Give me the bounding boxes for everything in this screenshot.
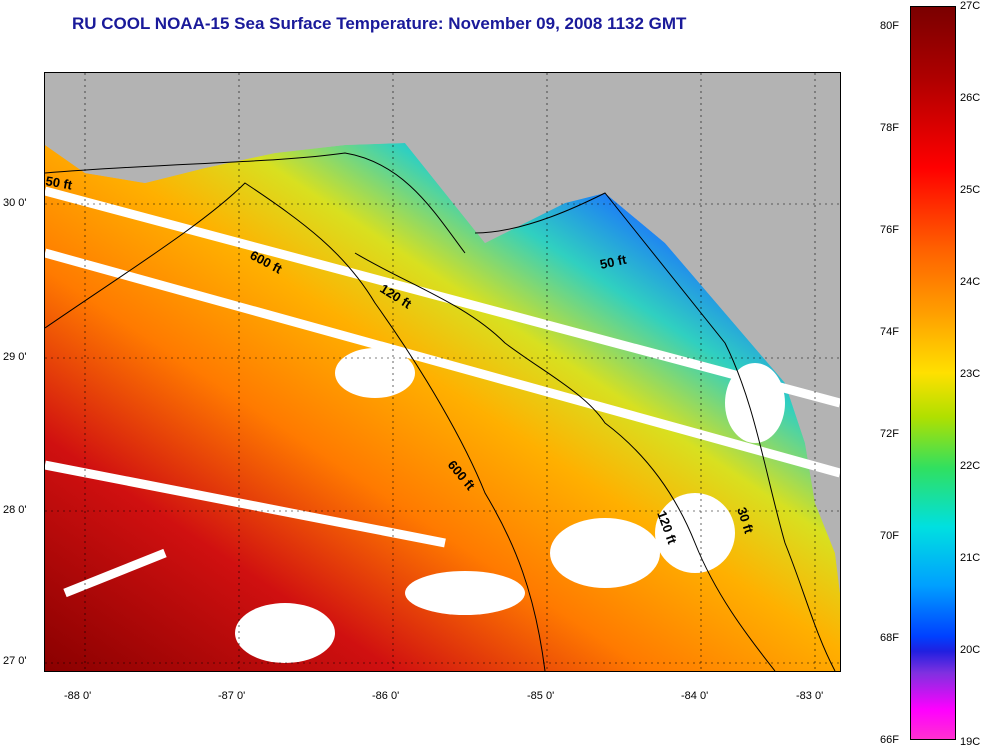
grid-lines	[45, 73, 840, 671]
map-title: RU COOL NOAA-15 Sea Surface Temperature:…	[72, 14, 687, 33]
colorbar-f-68: 68F	[880, 632, 899, 644]
colorbar-f-80: 80F	[880, 20, 899, 32]
lat-label-30: 30 0'	[3, 197, 27, 209]
lon-label-84: -84 0'	[681, 690, 709, 702]
colorbar-c-25: 25C	[960, 184, 981, 196]
lat-label-27: 27 0'	[3, 655, 27, 667]
colorbar-c-27: 27C	[960, 0, 981, 12]
lat-label-29: 29 0'	[3, 351, 27, 363]
colorbar-c-23: 23C	[960, 368, 981, 380]
depth-contour-lines	[45, 152, 836, 671]
sst-map-svg: 50 ft 600 ft 120 ft 50 ft 600 ft 120 ft …	[45, 73, 840, 671]
colorbar-c-26: 26C	[960, 92, 981, 104]
depth-label-50ft-east: 50 ft	[599, 252, 629, 272]
colorbar-c-22: 22C	[960, 460, 981, 472]
colorbar-c-20: 20C	[960, 644, 981, 656]
colorbar-f-74: 74F	[880, 326, 899, 338]
sst-map: 50 ft 600 ft 120 ft 50 ft 600 ft 120 ft …	[44, 72, 841, 672]
lon-label-83: -83 0'	[796, 690, 824, 702]
colorbar-f-76: 76F	[880, 224, 899, 236]
colorbar-f-78: 78F	[880, 122, 899, 134]
colorbar-f-66: 66F	[880, 734, 899, 746]
swath-gaps	[45, 186, 840, 598]
depth-label-50ft-west: 50 ft	[45, 173, 74, 193]
colorbar-c-19: 19C	[960, 736, 981, 748]
land-area	[45, 73, 840, 593]
lon-label-88: -88 0'	[64, 690, 92, 702]
lat-label-28: 28 0'	[3, 504, 27, 516]
lon-label-85: -85 0'	[527, 690, 555, 702]
lon-label-86: -86 0'	[372, 690, 400, 702]
lon-label-87: -87 0'	[218, 690, 246, 702]
colorbar-c-21: 21C	[960, 552, 981, 564]
colorbar-f-70: 70F	[880, 530, 899, 542]
temperature-colorbar	[910, 6, 956, 740]
colorbar-f-72: 72F	[880, 428, 899, 440]
colorbar-c-24: 24C	[960, 276, 981, 288]
